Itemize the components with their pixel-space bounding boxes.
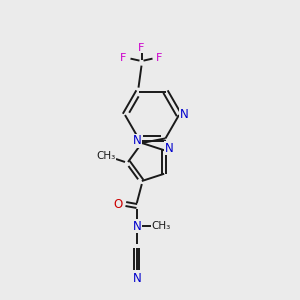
Text: F: F — [120, 52, 127, 63]
Text: N: N — [132, 272, 141, 284]
Text: CH₃: CH₃ — [151, 221, 170, 231]
Text: CH₃: CH₃ — [96, 151, 116, 161]
Text: N: N — [132, 220, 141, 232]
Text: F: F — [156, 52, 163, 63]
Text: N: N — [165, 142, 174, 155]
Text: F: F — [138, 43, 145, 52]
Text: N: N — [132, 134, 141, 148]
Text: O: O — [113, 197, 122, 211]
Text: N: N — [180, 109, 188, 122]
